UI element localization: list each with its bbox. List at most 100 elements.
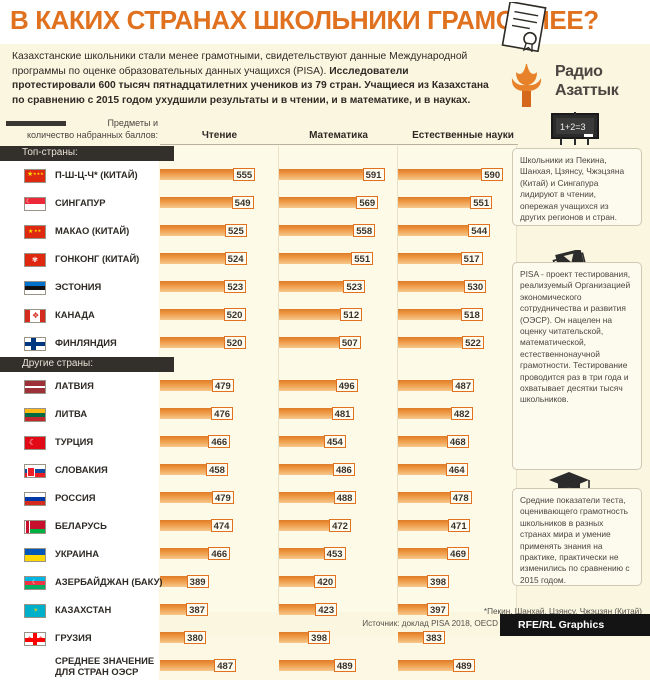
value-bar <box>398 548 452 559</box>
country-label: СЛОВАКИЯ <box>55 464 108 475</box>
table-row[interactable]: БЕЛАРУСЬ <box>0 512 650 540</box>
radio-azattyk-logo: Радио Азаттык <box>505 60 645 112</box>
table-row[interactable]: ☾ СИНГАПУР <box>0 189 650 217</box>
value-bar <box>160 436 213 447</box>
intro-paragraph: Казахстанские школьники стали менее грам… <box>12 50 492 108</box>
value-label: 520 <box>223 308 246 321</box>
table-row[interactable]: ЛАТВИЯ <box>0 372 650 400</box>
table-row[interactable]: ☾ ТУРЦИЯ <box>0 428 650 456</box>
value-label: 488 <box>333 491 356 504</box>
intro-text-bold: Исследователи протестировали 600 тысяч п… <box>12 65 489 106</box>
table-row[interactable]: СЛОВАКИЯ <box>0 456 650 484</box>
flag-hongkong-icon: ✾ <box>24 253 46 267</box>
flag-singapore-icon: ☾ <box>24 197 46 211</box>
value-bar <box>160 464 210 475</box>
value-bar <box>398 380 457 391</box>
value-label: 471 <box>447 519 470 532</box>
value-bar <box>279 380 340 391</box>
value-label: 458 <box>206 463 228 476</box>
table-row[interactable]: ЛИТВА <box>0 400 650 428</box>
value-bar <box>279 253 356 264</box>
flag-finland-icon <box>24 337 46 351</box>
country-label: СИНГАПУР <box>55 197 106 208</box>
value-bar <box>160 408 216 419</box>
table-row[interactable]: ЭСТОНИЯ <box>0 273 650 301</box>
value-label: 569 <box>356 196 379 209</box>
value-label: 518 <box>460 308 483 321</box>
value-bar <box>160 520 215 531</box>
country-label: КАНАДА <box>55 309 95 320</box>
country-label: ЛАТВИЯ <box>55 380 94 391</box>
value-label: 487 <box>452 379 475 392</box>
table-row[interactable]: ФИНЛЯНДИЯ <box>0 329 650 357</box>
value-bar <box>279 169 367 180</box>
footnote: *Пекин, Шанхай, Цзянсу, Чжэцзян (Китай) <box>483 607 642 616</box>
country-label: РОССИЯ <box>55 492 96 503</box>
table-row[interactable]: СРЕДНЕЕ ЗНАЧЕНИЕ ДЛЯ СТРАН ОЭСР <box>0 652 650 680</box>
value-bar <box>398 408 455 419</box>
value-label: 551 <box>351 252 374 265</box>
value-label: 524 <box>224 252 247 265</box>
title-bar: В КАКИХ СТРАНАХ ШКОЛЬНИКИ ГРАМОТНЕЕ? <box>0 0 650 52</box>
value-bar <box>160 380 216 391</box>
rfe-credit-text: RFE/RL Graphics <box>518 619 605 631</box>
value-label: 551 <box>470 196 493 209</box>
annotation-note-text: Средние показатели теста, оценивающего г… <box>520 495 630 585</box>
value-label: 525 <box>224 224 247 237</box>
value-label: 481 <box>331 407 354 420</box>
value-label: 474 <box>210 519 233 532</box>
table-row[interactable]: ☀ КАЗАХСТАН <box>0 596 650 624</box>
flag-lithuania-icon <box>24 408 46 422</box>
annotation-note-2: PISA - проект тестирования, реализуемый … <box>512 262 642 470</box>
value-bar <box>160 576 191 587</box>
value-label: 389 <box>186 575 209 588</box>
table-row[interactable]: ✾ ГОНКОНГ (КИТАЙ) <box>0 245 650 273</box>
value-label: 468 <box>446 435 469 448</box>
table-row[interactable]: ☾ АЗЕРБАЙДЖАН (БАКУ) <box>0 568 650 596</box>
value-bar <box>160 225 229 236</box>
value-bar <box>398 604 431 615</box>
value-bar <box>398 436 451 447</box>
value-label: 469 <box>447 547 470 560</box>
value-bar <box>398 253 465 264</box>
value-bar <box>279 436 328 447</box>
value-label: 590 <box>481 168 504 181</box>
value-bar <box>398 309 465 320</box>
table-row[interactable]: ❖ КАНАДА <box>0 301 650 329</box>
value-label: 479 <box>211 491 234 504</box>
header-rule <box>6 121 66 126</box>
value-label: 522 <box>462 336 484 349</box>
value-bar <box>398 337 466 348</box>
flag-belarus-icon <box>24 520 46 534</box>
value-bar <box>398 169 486 180</box>
table-row[interactable]: ★ ★★★ П-Ш-Ц-Ч* (КИТАЙ) <box>0 161 650 189</box>
value-bar <box>160 281 229 292</box>
value-bar <box>160 309 228 320</box>
country-label: ЭСТОНИЯ <box>55 281 102 292</box>
torch-icon <box>511 64 542 107</box>
value-bar <box>398 492 454 503</box>
value-bar <box>160 604 190 615</box>
value-label: 549 <box>231 196 254 209</box>
flag-azerbaijan-icon: ☾ <box>24 576 46 590</box>
value-label: 454 <box>323 435 346 448</box>
table-row[interactable]: УКРАИНА <box>0 540 650 568</box>
blackboard-icon: 1+2=3 <box>546 112 604 151</box>
annotation-note-3: Средние показатели теста, оценивающего г… <box>512 488 642 586</box>
section-header-label: Другие страны: <box>22 358 93 369</box>
subjects-label-line-2: количество набранных баллов: <box>26 129 158 140</box>
value-bar <box>398 225 473 236</box>
country-label: ЛИТВА <box>55 408 88 419</box>
flag-georgia-icon: ✛ ✛ <box>24 632 46 646</box>
value-bar <box>279 309 345 320</box>
table-row[interactable]: РОССИЯ <box>0 484 650 512</box>
country-label: МАКАО (КИТАЙ) <box>55 225 130 236</box>
value-label: 520 <box>223 336 246 349</box>
country-label: АЗЕРБАЙДЖАН (БАКУ) <box>55 576 163 587</box>
flag-turkey-icon: ☾ <box>24 436 46 450</box>
subjects-label: Предметы и количество набранных баллов: <box>16 118 158 141</box>
value-label: 555 <box>233 168 256 181</box>
table-row[interactable]: ★ ★★ МАКАО (КИТАЙ) <box>0 217 650 245</box>
value-bar <box>160 197 236 208</box>
value-label: 544 <box>468 224 491 237</box>
